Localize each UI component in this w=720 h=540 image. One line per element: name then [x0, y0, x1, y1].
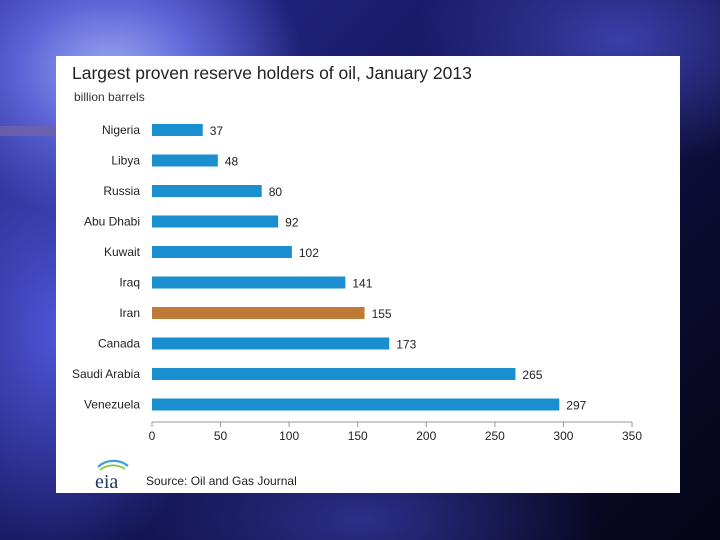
value-label: 155 — [372, 307, 392, 321]
bar-canada — [152, 337, 390, 350]
bar-iraq — [152, 276, 346, 289]
category-label: Iran — [119, 306, 140, 320]
category-label: Canada — [98, 337, 140, 351]
bar-chart: Nigeria 37 Libya 48 Russia 80 Abu Dhabi 92 Kuwai… — [72, 123, 642, 443]
eia-logo-text: eia — [95, 471, 118, 491]
value-label: 265 — [522, 368, 542, 382]
category-label: Iraq — [119, 276, 140, 290]
x-tick-label: 50 — [214, 429, 228, 443]
bar-venezuela — [152, 398, 560, 411]
x-tick-label: 150 — [348, 429, 368, 443]
source-note: Source: Oil and Gas Journal — [146, 474, 297, 488]
value-label: 48 — [225, 155, 239, 169]
value-label: 297 — [566, 399, 586, 413]
category-label: Russia — [103, 184, 140, 198]
value-label: 80 — [269, 185, 283, 199]
value-label: 92 — [285, 216, 299, 230]
x-tick-label: 0 — [149, 429, 156, 443]
category-label: Libya — [111, 154, 140, 168]
value-label: 173 — [396, 338, 416, 352]
category-label: Kuwait — [104, 245, 141, 259]
bar-iran — [152, 307, 365, 319]
x-tick-label: 350 — [622, 429, 642, 443]
category-label: Venezuela — [84, 398, 140, 412]
value-label: 102 — [299, 246, 319, 260]
bar-russia — [152, 185, 262, 197]
category-label: Nigeria — [102, 123, 140, 137]
bar-kuwait — [152, 246, 292, 258]
bar-nigeria — [152, 124, 203, 136]
chart-panel: Largest proven reserve holders of oil, J… — [56, 56, 680, 493]
x-tick-label: 100 — [279, 429, 299, 443]
x-tick-label: 250 — [485, 429, 505, 443]
x-tick-label: 300 — [553, 429, 573, 443]
value-label: 141 — [352, 277, 372, 291]
chart-subtitle: billion barrels — [74, 90, 145, 104]
value-label: 37 — [210, 124, 224, 138]
x-tick-label: 200 — [416, 429, 436, 443]
category-label: Saudi Arabia — [72, 367, 140, 381]
bar-libya — [152, 154, 218, 167]
chart-title: Largest proven reserve holders of oil, J… — [72, 63, 472, 83]
bar-saudi-arabia — [152, 368, 516, 380]
bar-abu-dhabi — [152, 215, 279, 228]
background-accent-bar — [0, 126, 56, 136]
eia-logo: eia — [95, 459, 129, 491]
category-label: Abu Dhabi — [84, 215, 140, 229]
